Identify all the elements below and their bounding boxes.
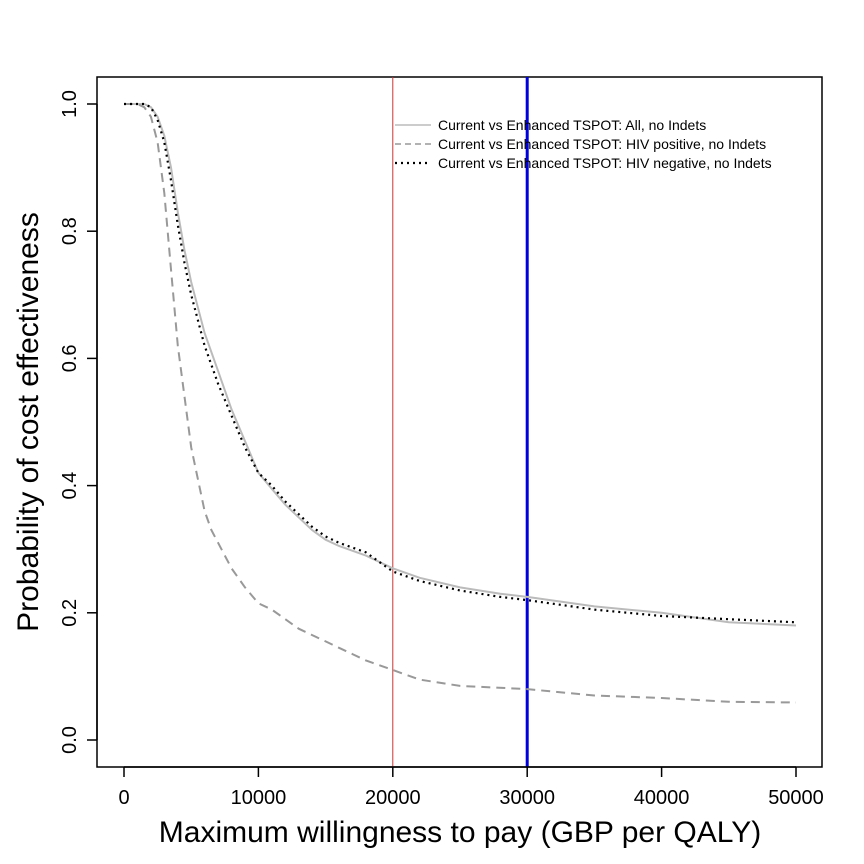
x-tick-label: 0 (118, 787, 129, 809)
y-tick-label: 0.0 (59, 726, 81, 754)
y-axis: 0.0 0.2 0.4 0.6 0.8 1.0 (59, 90, 98, 754)
plot-frame (96, 76, 823, 768)
series-lines (124, 102, 797, 704)
x-axis-title: Maximum willingness to pay (GBP per QALY… (159, 816, 761, 849)
y-tick-label: 1.0 (59, 90, 81, 118)
x-axis: 0 10000 20000 30000 40000 50000 (118, 766, 824, 809)
series-line-1 (124, 103, 797, 627)
y-tick-label: 0.2 (59, 599, 81, 627)
series-line-3 (124, 102, 797, 624)
legend: Current vs Enhanced TSPOT: All, no Indet… (395, 117, 772, 171)
x-tick-label: 50000 (768, 787, 824, 809)
series-line-2 (124, 103, 797, 704)
reference-lines (392, 77, 529, 767)
x-tick-label: 20000 (365, 787, 421, 809)
x-tick-label: 10000 (231, 787, 287, 809)
x-tick-label: 30000 (499, 787, 555, 809)
y-axis-title: Probability of cost effectiveness (12, 212, 45, 632)
legend-label-1: Current vs Enhanced TSPOT: All, no Indet… (438, 117, 706, 133)
x-tick-label: 40000 (634, 787, 690, 809)
y-tick-label: 0.8 (59, 217, 81, 245)
legend-label-2: Current vs Enhanced TSPOT: HIV positive,… (438, 136, 766, 152)
legend-label-3: Current vs Enhanced TSPOT: HIV negative,… (438, 155, 772, 171)
y-tick-label: 0.6 (59, 344, 81, 372)
y-tick-label: 0.4 (59, 472, 81, 500)
